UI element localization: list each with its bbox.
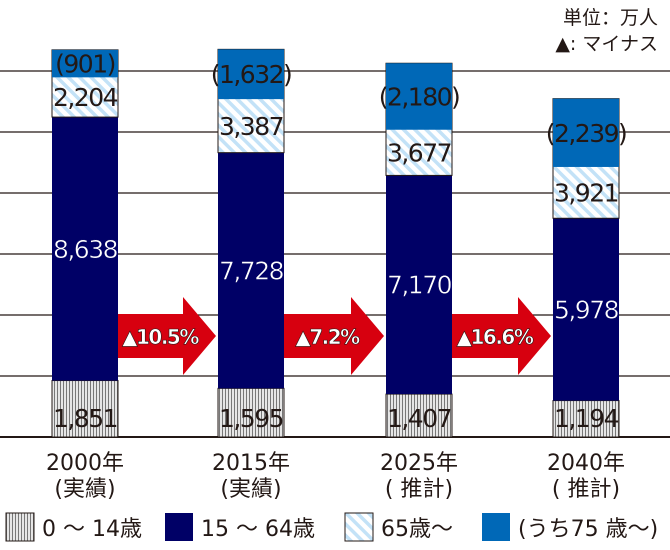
category-sublabel: (実績): [220, 477, 281, 502]
bar-segment-0: [217, 387, 285, 438]
bar-group: 1,595 7,728 3,387 (1,632): [211, 48, 293, 438]
data-label: (1,632): [211, 60, 292, 89]
bar-group: 1,407 7,170 3,677 (2,180): [379, 62, 461, 438]
data-label: 7,170: [387, 271, 452, 300]
data-label: 8,638: [53, 235, 118, 264]
bar-segment-0: [51, 380, 119, 438]
bar-segment-0: [552, 400, 620, 438]
data-label: (2,239): [546, 119, 627, 148]
legend-swatch: [5, 512, 35, 542]
category-label: 2025年: [380, 451, 458, 476]
minus-note: ▲: マイナス: [555, 33, 658, 55]
data-label: 3,387: [219, 112, 283, 141]
bar-segment-75plus: [553, 98, 619, 167]
bar-group: 1,851 8,638 2,204 (901): [51, 49, 119, 438]
legend-swatch: [482, 513, 510, 541]
category-label: 2015年: [212, 451, 290, 476]
data-label: (901): [55, 50, 115, 79]
change-label: ▲10.5%: [122, 325, 199, 349]
category-label: 2000年: [46, 451, 124, 476]
bar-segment-75plus: [218, 49, 284, 100]
bar-segment-1: [553, 218, 619, 401]
data-label: 1,595: [219, 404, 283, 433]
change-arrow: [118, 297, 216, 375]
category-sublabel: ( 推計): [385, 477, 453, 502]
data-label: 1,851: [53, 404, 117, 433]
legend-label: (うち75 歳～): [518, 517, 658, 542]
bar-segment-75plus: [52, 49, 118, 78]
unit-note: 単位：万人: [563, 7, 658, 29]
data-label: 5,978: [554, 295, 619, 324]
data-label: 1,194: [554, 404, 619, 433]
bar-segment-1: [386, 175, 452, 395]
change-label: ▲16.6%: [457, 325, 534, 349]
change-arrow: [452, 297, 551, 375]
data-label: 3,921: [554, 179, 618, 208]
legend-label: 0 ～ 14歳: [42, 517, 142, 542]
data-label: 2,204: [53, 83, 118, 112]
category-sublabel: ( 推計): [552, 477, 620, 502]
data-label: 3,677: [387, 139, 451, 168]
change-label: ▲7.2%: [295, 325, 360, 349]
legend-swatch: [165, 513, 193, 541]
legend-swatch: [344, 512, 374, 542]
category-label: 2040年: [547, 451, 625, 476]
legend-label: 65歳～: [381, 517, 453, 542]
bar-group: 1,194 5,978 3,921 (2,239): [546, 98, 628, 438]
bar-segment-1: [218, 152, 284, 389]
category-sublabel: (実績): [54, 477, 115, 502]
data-label: (2,180): [379, 82, 460, 111]
data-label: 7,728: [219, 257, 284, 286]
change-arrow: [284, 297, 384, 375]
bar-segment-1: [52, 117, 118, 381]
data-label: 1,407: [387, 404, 451, 433]
legend-label: 15 ～ 64歳: [201, 517, 315, 542]
bar-segment-75plus: [386, 63, 452, 130]
